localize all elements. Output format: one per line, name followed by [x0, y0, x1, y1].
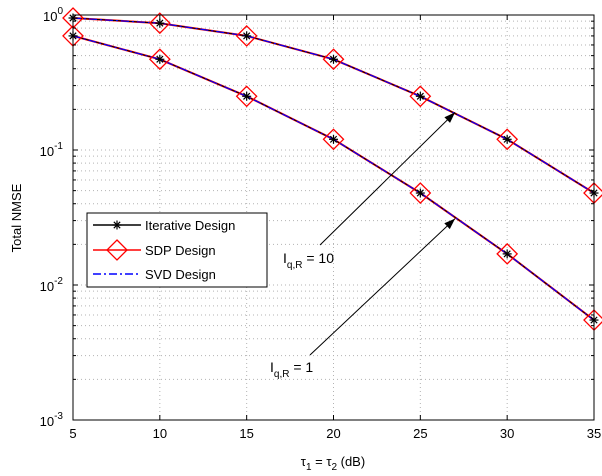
iterative-asterisk-marker — [415, 91, 425, 101]
iterative-asterisk-marker — [329, 134, 338, 144]
legend: Iterative Design SDP Design SVD Design — [86, 212, 268, 288]
sdp-diamond-marker — [148, 12, 171, 35]
annotation-arrow-line — [319, 112, 456, 246]
annotation-arrow-head — [444, 112, 456, 123]
x-tick-label: 10 — [153, 426, 167, 441]
y-tick-label: 10-3 — [40, 411, 64, 429]
y-tick-label: 100 — [43, 6, 63, 24]
x-tick-label: 20 — [326, 426, 340, 441]
iterative-asterisk-marker — [502, 249, 512, 259]
sdp-diamond-marker — [496, 242, 519, 265]
legend-asterisk — [112, 220, 122, 230]
y-tick-label: 10-2 — [40, 276, 64, 294]
x-tick-label: 35 — [587, 426, 601, 441]
annotation-iqr-10: Iq,R = 10 — [283, 250, 334, 271]
x-tick-label: 15 — [239, 426, 253, 441]
y-axis-label: Total NMSE — [9, 183, 24, 252]
iterative-asterisk-marker — [242, 31, 252, 41]
iterative-asterisk-marker — [329, 54, 338, 64]
sdp-diamond-marker — [148, 48, 171, 71]
sdp-diamond-marker — [322, 48, 345, 71]
legend-entry-sdp: SDP Design — [93, 239, 216, 261]
sdp-diamond-marker — [235, 85, 258, 108]
x-axis-label-main: τ — [301, 454, 307, 469]
x-axis-label: τ1 = τ2 (dB) — [301, 454, 365, 473]
legend-diamond-marker — [106, 239, 128, 261]
annotation-arrow-head — [444, 218, 456, 230]
iterative-asterisk-marker — [415, 188, 425, 198]
legend-label-iterative: Iterative Design — [145, 218, 235, 233]
iterative-asterisk-marker — [155, 18, 165, 28]
sdp-diamond-marker — [235, 24, 258, 47]
iterative-asterisk-marker — [155, 54, 165, 64]
legend-entry-svd: SVD Design — [93, 267, 216, 282]
sdp-diamond-marker — [496, 128, 519, 151]
x-tick-label: 25 — [413, 426, 427, 441]
legend-diamond — [106, 239, 128, 261]
sdp-diamond-marker — [409, 182, 432, 204]
iterative-asterisk-marker — [242, 91, 252, 101]
x-axis-label-sub1: 1 — [306, 462, 312, 473]
x-axis-label-mid: = τ — [312, 454, 333, 469]
x-axis-label-sub2: 2 — [331, 462, 337, 473]
sdp-diamond-marker — [409, 85, 432, 108]
axis-ticks: 5 10 15 20 25 30 35 100 10-1 10-2 10-3 — [40, 6, 602, 441]
legend-label-sdp: SDP Design — [145, 243, 216, 258]
sdp-diamond-marker — [322, 128, 345, 151]
legend-label-svd: SVD Design — [145, 267, 216, 282]
y-tick-label: 10-1 — [40, 141, 64, 159]
plot-curves — [62, 7, 602, 331]
annotation-arrow-line — [309, 218, 456, 356]
iterative-asterisk-marker — [502, 134, 512, 144]
x-tick-label: 30 — [500, 426, 514, 441]
annotation-iqr-1: Iq,R = 1 — [270, 359, 313, 380]
legend-entry-iterative: Iterative Design — [93, 218, 235, 233]
x-axis-label-tail: (dB) — [337, 454, 365, 469]
x-tick-label: 5 — [69, 426, 76, 441]
legend-asterisk-marker — [112, 220, 122, 230]
annotations: Iq,R = 10 Iq,R = 1 — [270, 112, 456, 380]
